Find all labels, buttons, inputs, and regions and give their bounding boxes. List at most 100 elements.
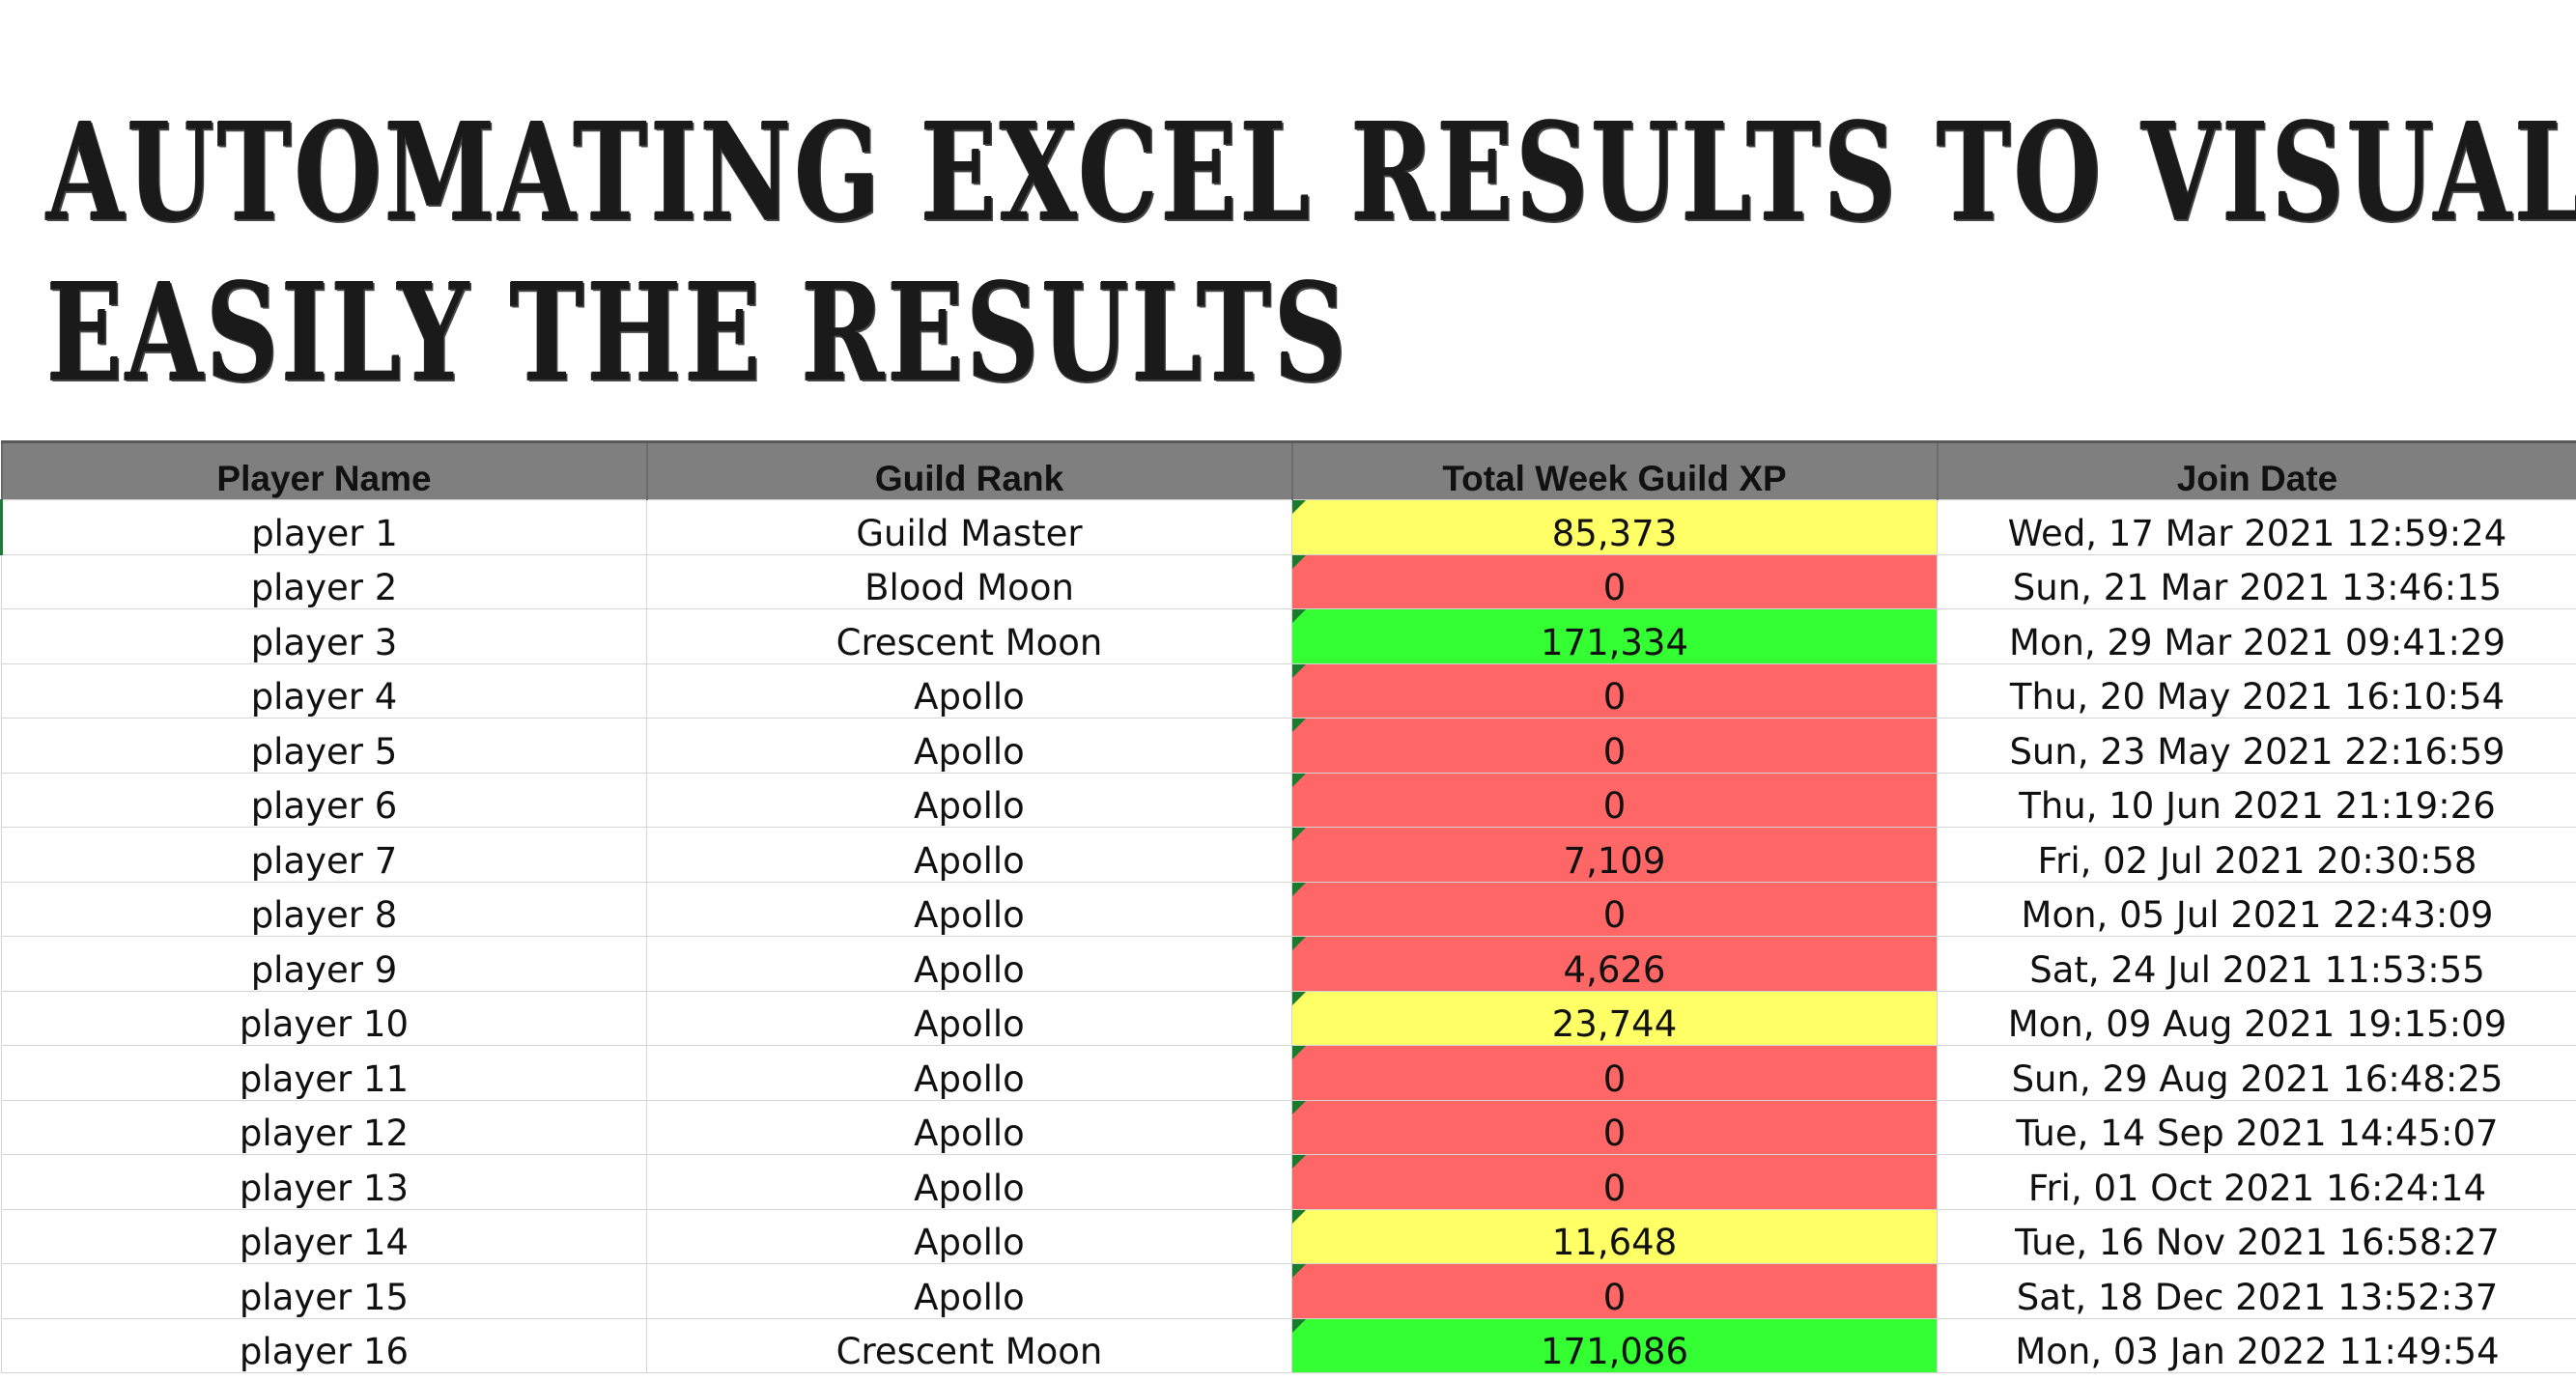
join-date-cell[interactable]: Thu, 10 Jun 2021 21:19:26 (1937, 772, 2576, 828)
table-row: player 5 Apollo 0 Sun, 23 May 2021 22:16:59 (1, 718, 2576, 774)
table-row: player 10 Apollo 23,744 Mon, 09 Aug 2021 19… (1, 990, 2576, 1046)
player-name-cell[interactable]: player 6 (1, 772, 647, 828)
table-row: player 4 Apollo 0 Thu, 20 May 2021 16:10:54 (1, 662, 2576, 719)
header-player-name[interactable]: Player Name (0, 440, 648, 500)
join-date-cell[interactable]: Tue, 14 Sep 2021 14:45:07 (1937, 1099, 2576, 1155)
guild-xp-value: 0 (1602, 785, 1627, 827)
table-row: player 2 Blood Moon 0 Sun, 21 Mar 2021 13:4… (1, 553, 2576, 609)
guild-xp-cell[interactable]: 0 (1291, 881, 1938, 937)
comment-indicator-icon (1292, 828, 1306, 841)
guild-xp-value: 0 (1602, 894, 1627, 936)
join-date-cell[interactable]: Fri, 01 Oct 2021 16:24:14 (1937, 1154, 2576, 1210)
header-guild-rank[interactable]: Guild Rank (645, 440, 1293, 500)
comment-indicator-icon (1292, 1209, 1306, 1224)
player-name-cell[interactable]: player 4 (1, 662, 647, 719)
guild-rank-cell[interactable]: Blood Moon (646, 553, 1292, 609)
player-name-cell[interactable]: player 11 (1, 1045, 647, 1101)
guild-xp-cell[interactable]: 0 (1291, 1099, 1938, 1155)
table-row: player 6 Apollo 0 Thu, 10 Jun 2021 21:19:26 (1, 772, 2576, 828)
join-date-cell[interactable]: Sat, 18 Dec 2021 13:52:37 (1937, 1263, 2576, 1319)
player-name-cell[interactable]: player 5 (1, 718, 647, 774)
join-date-cell[interactable]: Mon, 03 Jan 2022 11:49:54 (1937, 1317, 2576, 1373)
guild-rank-cell[interactable]: Apollo (646, 881, 1292, 937)
join-date-cell[interactable]: Sun, 21 Mar 2021 13:46:15 (1937, 553, 2576, 609)
guild-xp-cell[interactable]: 85,373 (1291, 499, 1938, 555)
guild-rank-cell[interactable]: Apollo (646, 827, 1292, 883)
join-date-cell[interactable]: Sun, 29 Aug 2021 16:48:25 (1937, 1045, 2576, 1101)
guild-rank-cell[interactable]: Apollo (646, 1208, 1292, 1264)
guild-xp-cell[interactable]: 0 (1291, 772, 1938, 828)
guild-rank-cell[interactable]: Apollo (646, 1263, 1292, 1319)
table-row: player 1 Guild Master 85,373 Wed, 17 Mar 20… (0, 499, 2576, 555)
player-name-cell[interactable]: player 13 (1, 1154, 647, 1210)
player-name-cell[interactable]: player 12 (1, 1099, 647, 1155)
guild-xp-value: 85,373 (1551, 512, 1678, 554)
guild-rank-cell[interactable]: Apollo (646, 662, 1292, 719)
guild-xp-cell[interactable]: 23,744 (1291, 990, 1938, 1046)
table-row: player 7 Apollo 7,109 Fri, 02 Jul 2021 20:3… (1, 827, 2576, 883)
guild-rank-cell[interactable]: Crescent Moon (646, 1317, 1292, 1373)
guild-xp-cell[interactable]: 171,334 (1291, 608, 1938, 664)
comment-indicator-icon (1292, 937, 1306, 950)
join-date-cell[interactable]: Mon, 09 Aug 2021 19:15:09 (1937, 990, 2576, 1046)
guild-xp-sheet: Player Name Guild Rank Total Week Guild … (0, 440, 2576, 1373)
comment-indicator-icon (1292, 609, 1306, 623)
player-name-cell[interactable]: player 2 (1, 553, 647, 609)
header-row: Player Name Guild Rank Total Week Guild … (0, 440, 2576, 500)
table-row: player 16 Crescent Moon 171,086 Mon, 03 Jan… (1, 1317, 2576, 1373)
join-date-cell[interactable]: Sun, 23 May 2021 22:16:59 (1937, 718, 2576, 774)
guild-xp-value: 4,626 (1563, 948, 1666, 991)
table-row: player 8 Apollo 0 Mon, 05 Jul 2021 22:43:09 (1, 881, 2576, 937)
player-name-cell[interactable]: player 1 (0, 499, 647, 555)
guild-xp-cell[interactable]: 4,626 (1291, 936, 1938, 992)
guild-rank-cell[interactable]: Apollo (646, 936, 1292, 992)
guild-xp-cell[interactable]: 7,109 (1291, 827, 1938, 883)
guild-rank-cell[interactable]: Apollo (646, 990, 1292, 1046)
join-date-cell[interactable]: Sat, 24 Jul 2021 11:53:55 (1937, 936, 2576, 992)
join-date-cell[interactable]: Mon, 29 Mar 2021 09:41:29 (1937, 608, 2576, 664)
guild-xp-cell[interactable]: 171,086 (1291, 1317, 1938, 1373)
join-date-cell[interactable]: Mon, 05 Jul 2021 22:43:09 (1937, 881, 2576, 937)
guild-xp-value: 0 (1602, 730, 1627, 773)
guild-xp-cell[interactable]: 0 (1291, 553, 1938, 609)
player-name-cell[interactable]: player 16 (1, 1317, 647, 1373)
guild-rank-cell[interactable]: Guild Master (646, 499, 1292, 555)
table-row: player 3 Crescent Moon 171,334 Mon, 29 Mar … (1, 608, 2576, 664)
title-line-1: AUTOMATING EXCEL RESULTS TO VISUALIZE (46, 94, 2576, 252)
guild-xp-cell[interactable]: 0 (1291, 718, 1938, 774)
player-name-cell[interactable]: player 9 (1, 936, 647, 992)
guild-rank-cell[interactable]: Apollo (646, 1045, 1292, 1101)
join-date-cell[interactable]: Tue, 16 Nov 2021 16:58:27 (1937, 1208, 2576, 1264)
guild-rank-cell[interactable]: Apollo (646, 1154, 1292, 1210)
player-name-cell[interactable]: player 8 (1, 881, 647, 937)
comment-indicator-icon (1292, 1155, 1306, 1169)
join-date-cell[interactable]: Thu, 20 May 2021 16:10:54 (1937, 662, 2576, 719)
player-name-cell[interactable]: player 14 (1, 1208, 647, 1264)
guild-rank-cell[interactable]: Apollo (646, 772, 1292, 828)
player-name-cell[interactable]: player 10 (1, 990, 647, 1046)
header-join-date[interactable]: Join Date (1936, 440, 2576, 500)
guild-rank-cell[interactable]: Crescent Moon (646, 608, 1292, 664)
header-total-week-guild-xp[interactable]: Total Week Guild XP (1290, 440, 1939, 500)
guild-xp-cell[interactable]: 11,648 (1291, 1208, 1938, 1264)
guild-xp-value: 23,744 (1551, 1003, 1678, 1045)
comment-indicator-icon (1292, 1318, 1306, 1333)
player-name-cell[interactable]: player 15 (1, 1263, 647, 1319)
guild-xp-value: 7,109 (1563, 839, 1666, 882)
guild-rank-cell[interactable]: Apollo (646, 718, 1292, 774)
player-name-cell[interactable]: player 3 (1, 608, 647, 664)
guild-rank-cell[interactable]: Apollo (646, 1099, 1292, 1155)
guild-xp-cell[interactable]: 0 (1291, 1154, 1938, 1210)
table-body: player 1 Guild Master 85,373 Wed, 17 Mar 20… (0, 499, 2576, 1373)
guild-xp-value: 11,648 (1551, 1222, 1678, 1263)
guild-xp-value: 0 (1602, 1057, 1627, 1100)
guild-xp-cell[interactable]: 0 (1291, 1045, 1938, 1101)
player-name-cell[interactable]: player 7 (1, 827, 647, 883)
table-row: player 14 Apollo 11,648 Tue, 16 Nov 2021 16… (1, 1208, 2576, 1264)
join-date-cell[interactable]: Fri, 02 Jul 2021 20:30:58 (1937, 827, 2576, 883)
guild-xp-cell[interactable]: 0 (1291, 662, 1938, 719)
guild-xp-cell[interactable]: 0 (1291, 1263, 1938, 1319)
table-row: player 11 Apollo 0 Sun, 29 Aug 2021 16:48:2… (1, 1045, 2576, 1101)
comment-indicator-icon (1292, 1046, 1306, 1059)
join-date-cell[interactable]: Wed, 17 Mar 2021 12:59:24 (1937, 499, 2576, 555)
